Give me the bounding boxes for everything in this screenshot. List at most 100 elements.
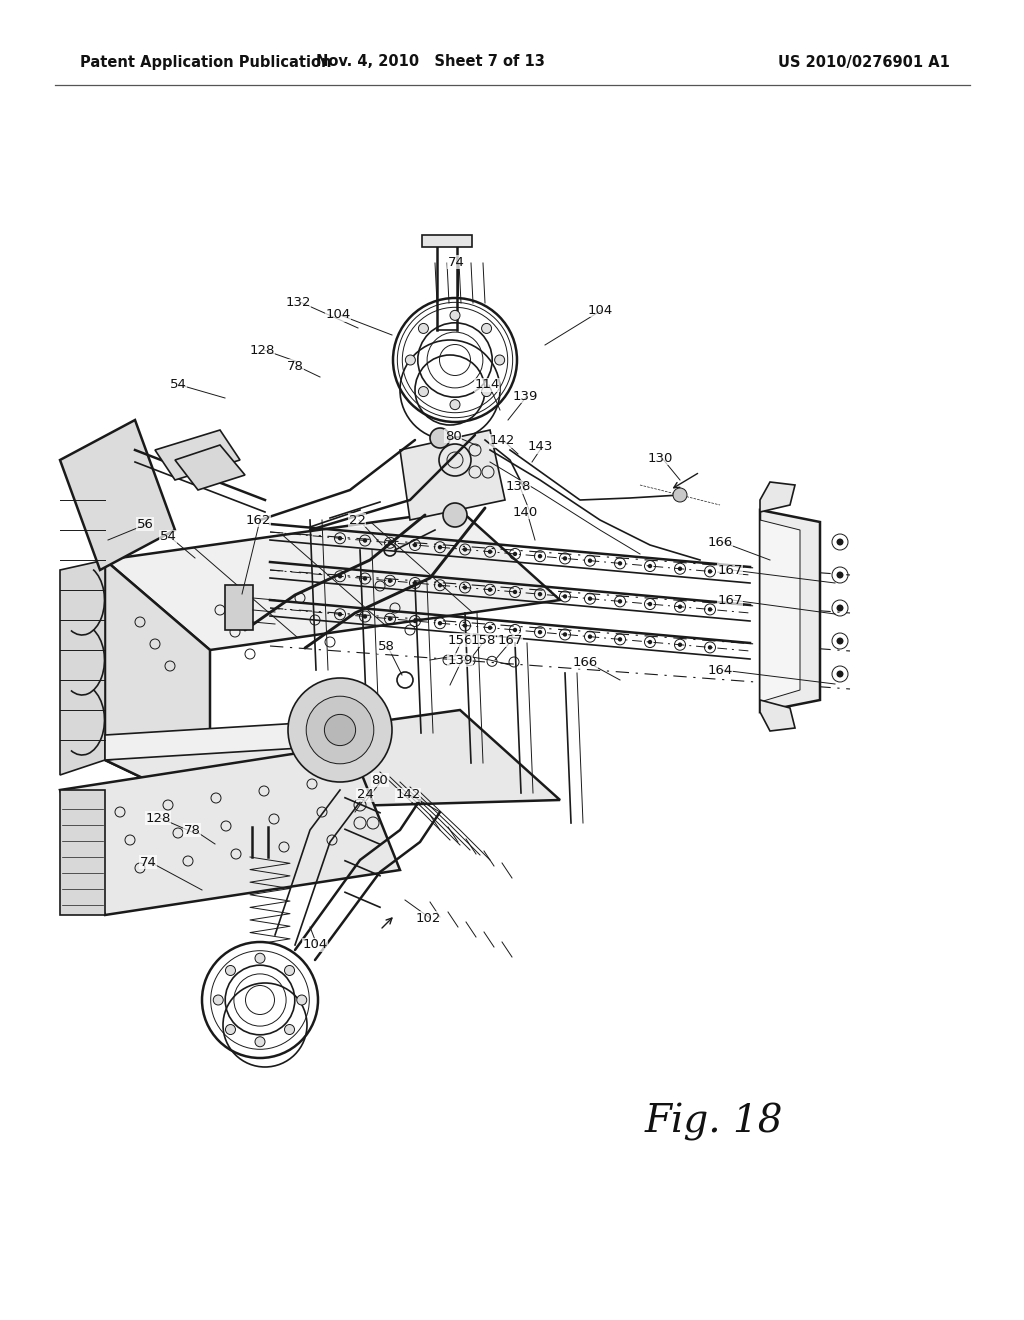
Text: Nov. 4, 2010   Sheet 7 of 13: Nov. 4, 2010 Sheet 7 of 13 (315, 54, 545, 70)
Circle shape (338, 574, 342, 578)
Circle shape (362, 614, 368, 619)
Text: 142: 142 (395, 788, 421, 801)
Text: 114: 114 (474, 379, 500, 392)
Circle shape (255, 953, 265, 964)
Text: 54: 54 (160, 531, 176, 544)
Text: 102: 102 (416, 912, 440, 924)
Text: 164: 164 (708, 664, 732, 676)
Polygon shape (760, 520, 800, 702)
Circle shape (388, 541, 392, 545)
Circle shape (419, 323, 428, 334)
Circle shape (213, 995, 223, 1005)
Circle shape (438, 583, 442, 587)
Text: 78: 78 (183, 824, 201, 837)
Text: 143: 143 (527, 441, 553, 454)
Circle shape (678, 605, 682, 609)
Circle shape (463, 623, 467, 628)
Circle shape (837, 605, 844, 611)
Circle shape (487, 549, 493, 554)
Circle shape (285, 1024, 295, 1035)
Text: 128: 128 (249, 343, 274, 356)
Text: 104: 104 (302, 939, 328, 952)
Text: 56: 56 (136, 517, 154, 531)
Circle shape (388, 578, 392, 583)
Circle shape (297, 995, 307, 1005)
Text: 80: 80 (444, 429, 462, 442)
Text: 139: 139 (447, 653, 473, 667)
Circle shape (430, 428, 450, 447)
Circle shape (513, 628, 517, 632)
Polygon shape (105, 710, 560, 810)
Circle shape (648, 564, 652, 568)
Circle shape (481, 323, 492, 334)
Text: 78: 78 (287, 359, 303, 372)
Text: 24: 24 (356, 788, 374, 801)
Circle shape (438, 620, 442, 626)
Text: Fig. 18: Fig. 18 (645, 1104, 783, 1140)
FancyBboxPatch shape (422, 235, 472, 247)
Polygon shape (60, 789, 105, 915)
Circle shape (450, 400, 460, 409)
Text: 166: 166 (572, 656, 598, 668)
Circle shape (708, 607, 713, 611)
Text: 104: 104 (326, 309, 350, 322)
Circle shape (450, 310, 460, 321)
Circle shape (617, 599, 623, 603)
Circle shape (617, 638, 623, 642)
Text: 162: 162 (246, 513, 270, 527)
Polygon shape (105, 560, 210, 810)
Circle shape (413, 619, 417, 623)
Text: 167: 167 (718, 594, 742, 606)
Polygon shape (760, 700, 795, 731)
Circle shape (837, 539, 844, 545)
Text: Patent Application Publication: Patent Application Publication (80, 54, 332, 70)
Polygon shape (60, 744, 400, 915)
Circle shape (443, 503, 467, 527)
Text: 22: 22 (348, 513, 366, 527)
Circle shape (306, 696, 374, 764)
Circle shape (495, 355, 505, 366)
Circle shape (538, 591, 542, 597)
Circle shape (513, 590, 517, 594)
Circle shape (588, 597, 592, 601)
Circle shape (708, 569, 713, 574)
Circle shape (678, 566, 682, 572)
Circle shape (837, 638, 844, 644)
Text: 58: 58 (378, 640, 394, 653)
Text: 74: 74 (139, 855, 157, 869)
Text: 104: 104 (588, 304, 612, 317)
Circle shape (388, 616, 392, 620)
Polygon shape (105, 510, 560, 649)
Circle shape (538, 554, 542, 558)
Circle shape (413, 581, 417, 585)
Circle shape (563, 632, 567, 636)
Polygon shape (60, 420, 175, 570)
Circle shape (413, 543, 417, 548)
Text: US 2010/0276901 A1: US 2010/0276901 A1 (778, 54, 950, 70)
Circle shape (588, 558, 592, 562)
Polygon shape (760, 482, 795, 512)
Circle shape (255, 1036, 265, 1047)
Text: 167: 167 (718, 564, 742, 577)
Circle shape (648, 640, 652, 644)
Circle shape (487, 587, 493, 591)
Circle shape (419, 387, 428, 396)
Circle shape (463, 585, 467, 590)
FancyBboxPatch shape (225, 585, 253, 630)
Circle shape (678, 643, 682, 647)
Circle shape (338, 612, 342, 616)
Text: 158: 158 (470, 634, 496, 647)
Circle shape (285, 965, 295, 975)
Circle shape (588, 635, 592, 639)
Circle shape (225, 965, 236, 975)
Text: 138: 138 (505, 480, 530, 494)
Text: 156: 156 (447, 634, 473, 647)
Text: 166: 166 (708, 536, 732, 549)
Circle shape (406, 355, 416, 366)
Text: 140: 140 (512, 506, 538, 519)
Circle shape (481, 387, 492, 396)
Circle shape (617, 561, 623, 565)
Text: 54: 54 (170, 379, 186, 392)
Circle shape (325, 714, 355, 746)
Text: 74: 74 (447, 256, 465, 268)
